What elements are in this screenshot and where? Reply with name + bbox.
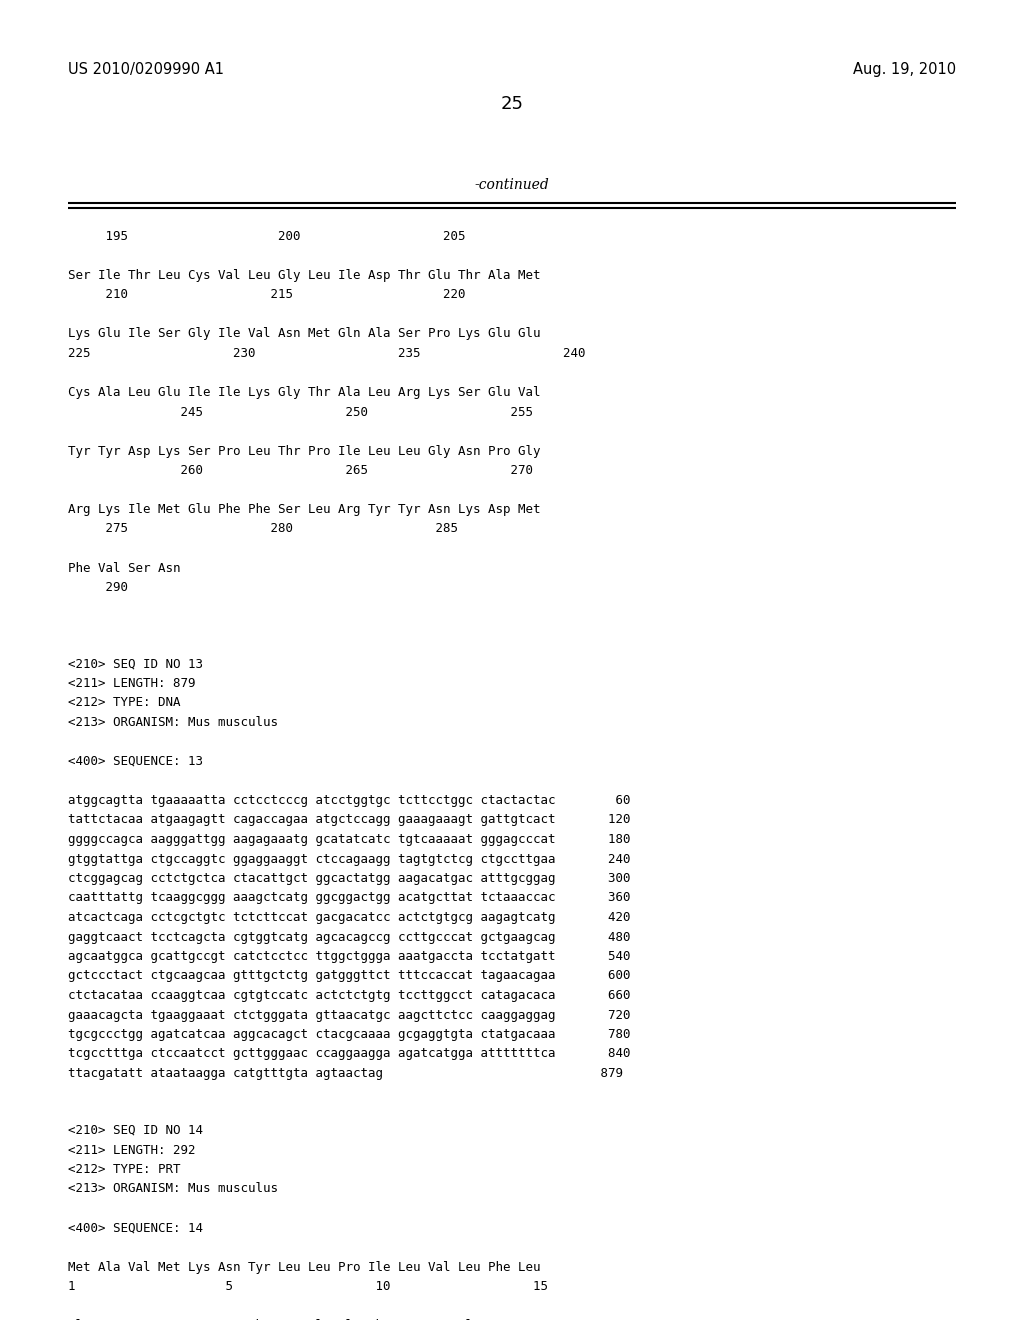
Text: agcaatggca gcattgccgt catctcctcc ttggctggga aaatgaccta tcctatgatt       540: agcaatggca gcattgccgt catctcctcc ttggctg…: [68, 950, 631, 964]
Text: 195                    200                   205: 195 200 205: [68, 230, 466, 243]
Text: Aug. 19, 2010: Aug. 19, 2010: [853, 62, 956, 77]
Text: <211> LENGTH: 879: <211> LENGTH: 879: [68, 677, 196, 690]
Text: gaggtcaact tcctcagcta cgtggtcatg agcacagccg ccttgcccat gctgaagcag       480: gaggtcaact tcctcagcta cgtggtcatg agcacag…: [68, 931, 631, 944]
Text: gctccctact ctgcaagcaa gtttgctctg gatgggttct tttccaccat tagaacagaa       600: gctccctact ctgcaagcaa gtttgctctg gatgggt…: [68, 969, 631, 982]
Text: ctctacataa ccaaggtcaa cgtgtccatc actctctgtg tccttggcct catagacaca       660: ctctacataa ccaaggtcaa cgtgtccatc actctct…: [68, 989, 631, 1002]
Text: atggcagtta tgaaaaatta cctcctcccg atcctggtgc tcttcctggc ctactactac        60: atggcagtta tgaaaaatta cctcctcccg atcctgg…: [68, 795, 631, 807]
Text: tattctacaa atgaagagtt cagaccagaa atgctccagg gaaagaaagt gattgtcact       120: tattctacaa atgaagagtt cagaccagaa atgctcc…: [68, 813, 631, 826]
Text: <211> LENGTH: 292: <211> LENGTH: 292: [68, 1143, 196, 1156]
Text: <212> TYPE: PRT: <212> TYPE: PRT: [68, 1163, 180, 1176]
Text: US 2010/0209990 A1: US 2010/0209990 A1: [68, 62, 224, 77]
Text: tgcgccctgg agatcatcaa aggcacagct ctacgcaaaa gcgaggtgta ctatgacaaa       780: tgcgccctgg agatcatcaa aggcacagct ctacgca…: [68, 1028, 631, 1041]
Text: Arg Lys Ile Met Glu Phe Phe Ser Leu Arg Tyr Tyr Asn Lys Asp Met: Arg Lys Ile Met Glu Phe Phe Ser Leu Arg …: [68, 503, 541, 516]
Text: 275                   280                   285: 275 280 285: [68, 523, 458, 536]
Text: ggggccagca aagggattgg aagagaaatg gcatatcatc tgtcaaaaat gggagcccat       180: ggggccagca aagggattgg aagagaaatg gcatatc…: [68, 833, 631, 846]
Text: <212> TYPE: DNA: <212> TYPE: DNA: [68, 697, 180, 710]
Text: <400> SEQUENCE: 13: <400> SEQUENCE: 13: [68, 755, 203, 768]
Text: 210                   215                    220: 210 215 220: [68, 289, 466, 301]
Text: ttacgatatt ataataagga catgtttgta agtaactag                             879: ttacgatatt ataataagga catgtttgta agtaact…: [68, 1067, 623, 1080]
Text: gtggtattga ctgccaggtc ggaggaaggt ctccagaagg tagtgtctcg ctgccttgaa       240: gtggtattga ctgccaggtc ggaggaaggt ctccaga…: [68, 853, 631, 866]
Text: <210> SEQ ID NO 13: <210> SEQ ID NO 13: [68, 657, 203, 671]
Text: <213> ORGANISM: Mus musculus: <213> ORGANISM: Mus musculus: [68, 1183, 278, 1196]
Text: 290: 290: [68, 581, 128, 594]
Text: gaaacagcta tgaaggaaat ctctgggata gttaacatgc aagcttctcc caaggaggag       720: gaaacagcta tgaaggaaat ctctgggata gttaaca…: [68, 1008, 631, 1022]
Text: caatttattg tcaaggcggg aaagctcatg ggcggactgg acatgcttat tctaaaccac       360: caatttattg tcaaggcggg aaagctcatg ggcggac…: [68, 891, 631, 904]
Text: -continued: -continued: [475, 178, 549, 191]
Text: <400> SEQUENCE: 14: <400> SEQUENCE: 14: [68, 1221, 203, 1234]
Text: atcactcaga cctcgctgtc tctcttccat gacgacatcc actctgtgcg aagagtcatg       420: atcactcaga cctcgctgtc tctcttccat gacgaca…: [68, 911, 631, 924]
Text: 1                    5                   10                   15: 1 5 10 15: [68, 1280, 548, 1294]
Text: 245                   250                   255: 245 250 255: [68, 405, 534, 418]
Text: <213> ORGANISM: Mus musculus: <213> ORGANISM: Mus musculus: [68, 715, 278, 729]
Text: Cys Ala Leu Glu Ile Ile Lys Gly Thr Ala Leu Arg Lys Ser Glu Val: Cys Ala Leu Glu Ile Ile Lys Gly Thr Ala …: [68, 385, 541, 399]
Text: Phe Val Ser Asn: Phe Val Ser Asn: [68, 561, 180, 574]
Text: Met Ala Val Met Lys Asn Tyr Leu Leu Pro Ile Leu Val Leu Phe Leu: Met Ala Val Met Lys Asn Tyr Leu Leu Pro …: [68, 1261, 541, 1274]
Text: <210> SEQ ID NO 14: <210> SEQ ID NO 14: [68, 1125, 203, 1137]
Text: 225                   230                   235                   240: 225 230 235 240: [68, 347, 586, 360]
Text: Ser Ile Thr Leu Cys Val Leu Gly Leu Ile Asp Thr Glu Thr Ala Met: Ser Ile Thr Leu Cys Val Leu Gly Leu Ile …: [68, 269, 541, 282]
Text: 260                   265                   270: 260 265 270: [68, 465, 534, 477]
Text: 25: 25: [501, 95, 523, 114]
Text: ctcggagcag cctctgctca ctacattgct ggcactatgg aagacatgac atttgcggag       300: ctcggagcag cctctgctca ctacattgct ggcacta…: [68, 873, 631, 884]
Text: Tyr Tyr Asp Lys Ser Pro Leu Thr Pro Ile Leu Leu Gly Asn Pro Gly: Tyr Tyr Asp Lys Ser Pro Leu Thr Pro Ile …: [68, 445, 541, 458]
Text: Lys Glu Ile Ser Gly Ile Val Asn Met Gln Ala Ser Pro Lys Glu Glu: Lys Glu Ile Ser Gly Ile Val Asn Met Gln …: [68, 327, 541, 341]
Text: tcgcctttga ctccaatcct gcttgggaac ccaggaagga agatcatgga atttttttca       840: tcgcctttga ctccaatcct gcttgggaac ccaggaa…: [68, 1048, 631, 1060]
